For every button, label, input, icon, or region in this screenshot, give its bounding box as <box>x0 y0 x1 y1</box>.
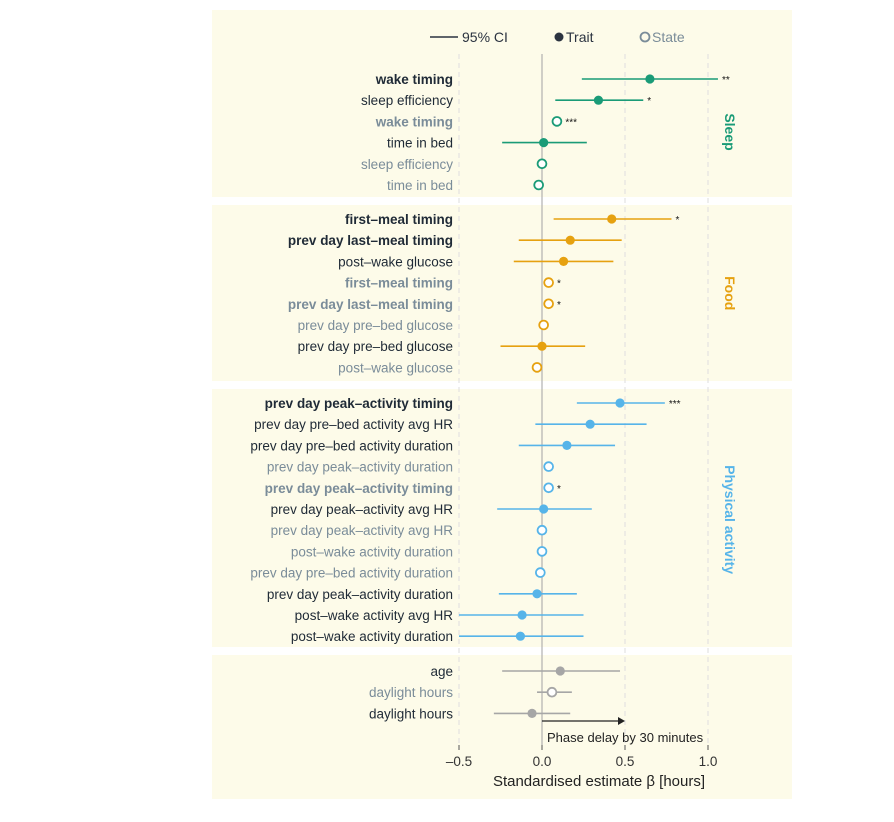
row-label: sleep efficiency <box>361 93 453 108</box>
legend-state-marker <box>639 31 651 43</box>
significance-label: ** <box>722 75 730 86</box>
state-point <box>543 482 554 494</box>
trait-point <box>555 666 565 676</box>
row-label: prev day pre–bed activity avg HR <box>254 417 453 432</box>
panel-sleep <box>212 10 792 197</box>
significance-label: * <box>675 215 679 226</box>
state-point <box>531 362 543 373</box>
significance-label: * <box>557 300 561 311</box>
trait-point <box>585 419 595 429</box>
row-label: prev day pre–bed glucose <box>298 318 453 333</box>
legend-state-label: State <box>652 29 685 45</box>
trait-point <box>537 341 547 351</box>
trait-point <box>515 631 526 641</box>
legend-trait-label: Trait <box>566 29 594 45</box>
significance-label: *** <box>565 117 577 128</box>
significance-label: * <box>557 484 561 495</box>
row-label: prev day pre–bed activity duration <box>250 438 453 453</box>
group-label: Physical activity <box>722 465 738 574</box>
row-label: prev day peak–activity duration <box>267 460 453 475</box>
trait-point <box>539 504 549 514</box>
trait-point <box>615 398 625 408</box>
row-label: post–wake glucose <box>338 254 453 269</box>
row-label: sleep efficiency <box>361 157 453 172</box>
row-label: wake timing <box>375 114 453 129</box>
state-point <box>551 116 563 127</box>
group-panels: Sleep Food Physical activity <box>212 10 792 799</box>
legend: 95% CI Trait State <box>430 29 685 45</box>
row-label: prev day pre–bed activity duration <box>250 566 453 581</box>
x-tick-label: 0.0 <box>533 754 552 769</box>
state-point <box>538 319 549 331</box>
phase-delay-arrowhead <box>618 717 625 725</box>
trait-point <box>565 235 575 245</box>
state-point <box>543 277 554 288</box>
x-tick-label: 0.5 <box>616 754 635 769</box>
group-label: Food <box>722 276 738 310</box>
panel-covariates <box>212 655 792 799</box>
row-label: prev day last–meal timing <box>288 297 453 312</box>
row-label: prev day peak–activity timing <box>265 396 453 411</box>
state-point <box>536 524 548 536</box>
phase-delay-annotation: Phase delay by 30 minutes <box>542 717 704 745</box>
state-point <box>543 298 554 310</box>
state-point <box>546 686 558 698</box>
x-axis: –0.5 0.0 0.5 1.0 <box>446 745 718 769</box>
state-point <box>535 567 546 578</box>
estimate-rows: wake timing **sleep efficiency *wake timin… <box>250 72 729 721</box>
trait-point <box>593 95 604 105</box>
panel-physical-activity <box>212 389 792 647</box>
x-tick-label: –0.5 <box>446 754 472 769</box>
row-label: daylight hours <box>369 706 453 721</box>
row-label: post–wake activity avg HR <box>295 608 454 623</box>
significance-label: * <box>557 279 561 290</box>
row-label: post–wake activity duration <box>291 629 453 644</box>
row-label: wake timing <box>375 72 453 87</box>
row-label: time in bed <box>387 178 453 193</box>
row-label: post–wake activity duration <box>291 544 453 559</box>
row-label: prev day peak–activity timing <box>265 481 453 496</box>
state-point <box>536 158 548 170</box>
row-label: prev day pre–bed glucose <box>298 339 453 354</box>
trait-point <box>539 138 549 148</box>
trait-point <box>607 214 617 224</box>
trait-point <box>558 256 569 266</box>
state-point <box>543 461 554 472</box>
legend-trait-marker <box>554 32 564 42</box>
row-label: time in bed <box>387 136 453 151</box>
row-label: daylight hours <box>369 685 453 700</box>
row-label: first–meal timing <box>345 212 453 227</box>
x-tick-label: 1.0 <box>699 754 718 769</box>
row-label: prev day peak–activity duration <box>267 587 453 602</box>
x-axis-title: Standardised estimate β [hours] <box>493 773 705 790</box>
panel-food <box>212 205 792 381</box>
row-label: post–wake glucose <box>338 360 453 375</box>
significance-label: *** <box>669 399 681 410</box>
row-label: prev day last–meal timing <box>288 233 453 248</box>
row-label: prev day peak–activity avg HR <box>271 502 454 517</box>
state-point <box>536 546 548 557</box>
legend-ci-label: 95% CI <box>462 29 508 45</box>
row-label: prev day peak–activity avg HR <box>271 523 454 538</box>
trait-point <box>517 610 527 620</box>
significance-label: * <box>647 96 651 107</box>
row-label: age <box>430 664 453 679</box>
row-label: first–meal timing <box>345 276 453 291</box>
trait-point <box>645 74 655 84</box>
grid-lines <box>458 54 709 745</box>
phase-delay-label: Phase delay by 30 minutes <box>547 730 704 745</box>
state-point <box>533 179 544 191</box>
trait-point <box>532 589 542 599</box>
trait-point <box>562 440 572 450</box>
group-label: Sleep <box>722 113 738 150</box>
trait-point <box>527 708 537 719</box>
